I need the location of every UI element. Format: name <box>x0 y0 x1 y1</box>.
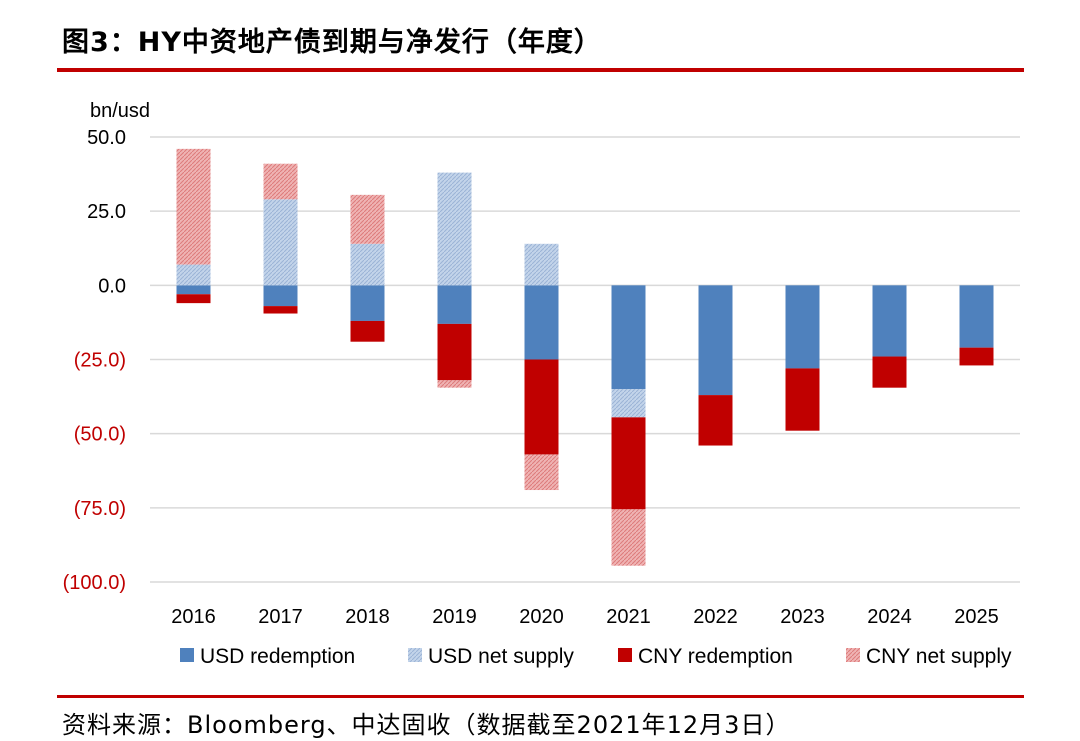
x-tick-label: 2022 <box>693 606 738 628</box>
x-tick-label: 2025 <box>954 606 999 628</box>
bar-cny-redemption <box>785 368 820 431</box>
x-tick-label: 2018 <box>345 606 390 628</box>
bar-usd-redemption <box>176 285 211 295</box>
bar-usd-net-supply <box>524 243 559 286</box>
y-tick-label: (25.0) <box>74 350 126 372</box>
bar-usd-redemption <box>959 285 994 348</box>
bar-usd-redemption <box>524 285 559 360</box>
y-tick-label: 0.0 <box>98 275 126 297</box>
legend-label: CNY net supply <box>866 645 1012 668</box>
source-divider <box>57 695 1024 698</box>
legend-label: USD redemption <box>200 645 355 668</box>
bar-cny-net-supply <box>176 148 211 265</box>
legend-swatch-usd-redemption <box>180 648 194 662</box>
bar-cny-net-supply <box>263 163 298 200</box>
bars <box>176 148 994 566</box>
legend-swatch-usd-net-supply <box>408 648 422 662</box>
bar-usd-redemption <box>698 285 733 396</box>
bar-cny-net-supply <box>437 380 472 388</box>
y-tick-label: 25.0 <box>87 201 126 223</box>
x-axis-tick-labels: 2016 2017 2018 2019 2020 2021 2022 2023 2024 2025 <box>171 606 999 628</box>
bar-usd-redemption <box>611 285 646 390</box>
x-tick-label: 2023 <box>780 606 825 628</box>
chart-title: 图3：HY中资地产债到期与净发行（年度） <box>62 27 602 58</box>
bar-usd-net-supply <box>350 243 385 286</box>
bar-cny-net-supply <box>350 194 385 244</box>
y-axis-unit-label: bn/usd <box>90 100 150 122</box>
title-divider <box>57 68 1024 72</box>
legend: USD redemption USD net supply CNY redempti… <box>180 645 1012 668</box>
legend-label: CNY redemption <box>638 645 793 668</box>
bar-cny-redemption <box>437 323 472 381</box>
bar-usd-redemption <box>437 285 472 324</box>
bar-usd-net-supply <box>263 199 298 286</box>
bar-usd-net-supply <box>176 264 211 286</box>
y-tick-label: (50.0) <box>74 424 126 446</box>
y-tick-label: (75.0) <box>74 498 126 520</box>
source-note: 资料来源：Bloomberg、中达固收（数据截至2021年12月3日） <box>62 711 791 739</box>
bar-usd-redemption <box>872 285 907 357</box>
bar-cny-redemption <box>263 306 298 314</box>
stacked-bar-chart: 50.0 25.0 0.0 (25.0) (50.0) (75.0) (100.0) bn/… <box>63 100 1020 668</box>
bar-cny-net-supply <box>524 454 559 491</box>
x-tick-label: 2024 <box>867 606 912 628</box>
bar-cny-redemption <box>872 356 907 388</box>
bar-usd-redemption <box>785 285 820 369</box>
legend-swatch-cny-redemption <box>618 648 632 662</box>
y-tick-label: 50.0 <box>87 127 126 149</box>
legend-label: USD net supply <box>428 645 574 668</box>
bar-usd-net-supply <box>437 172 472 286</box>
bar-cny-net-supply <box>611 509 646 566</box>
x-tick-label: 2016 <box>171 606 216 628</box>
bar-usd-net-supply <box>611 389 646 418</box>
x-tick-label: 2020 <box>519 606 564 628</box>
bar-usd-redemption <box>350 285 385 321</box>
y-tick-label: (100.0) <box>63 572 126 594</box>
y-axis-tick-labels: 50.0 25.0 0.0 (25.0) (50.0) (75.0) (100.0) <box>63 127 126 594</box>
x-tick-label: 2017 <box>258 606 303 628</box>
bar-usd-redemption <box>263 285 298 307</box>
bar-cny-redemption <box>959 347 994 366</box>
bar-cny-redemption <box>176 294 211 304</box>
bar-cny-redemption <box>350 320 385 342</box>
bar-cny-redemption <box>611 417 646 510</box>
legend-swatch-cny-net-supply <box>846 648 860 662</box>
bar-cny-redemption <box>698 395 733 446</box>
x-tick-label: 2019 <box>432 606 477 628</box>
bar-cny-redemption <box>524 359 559 455</box>
x-tick-label: 2021 <box>606 606 651 628</box>
